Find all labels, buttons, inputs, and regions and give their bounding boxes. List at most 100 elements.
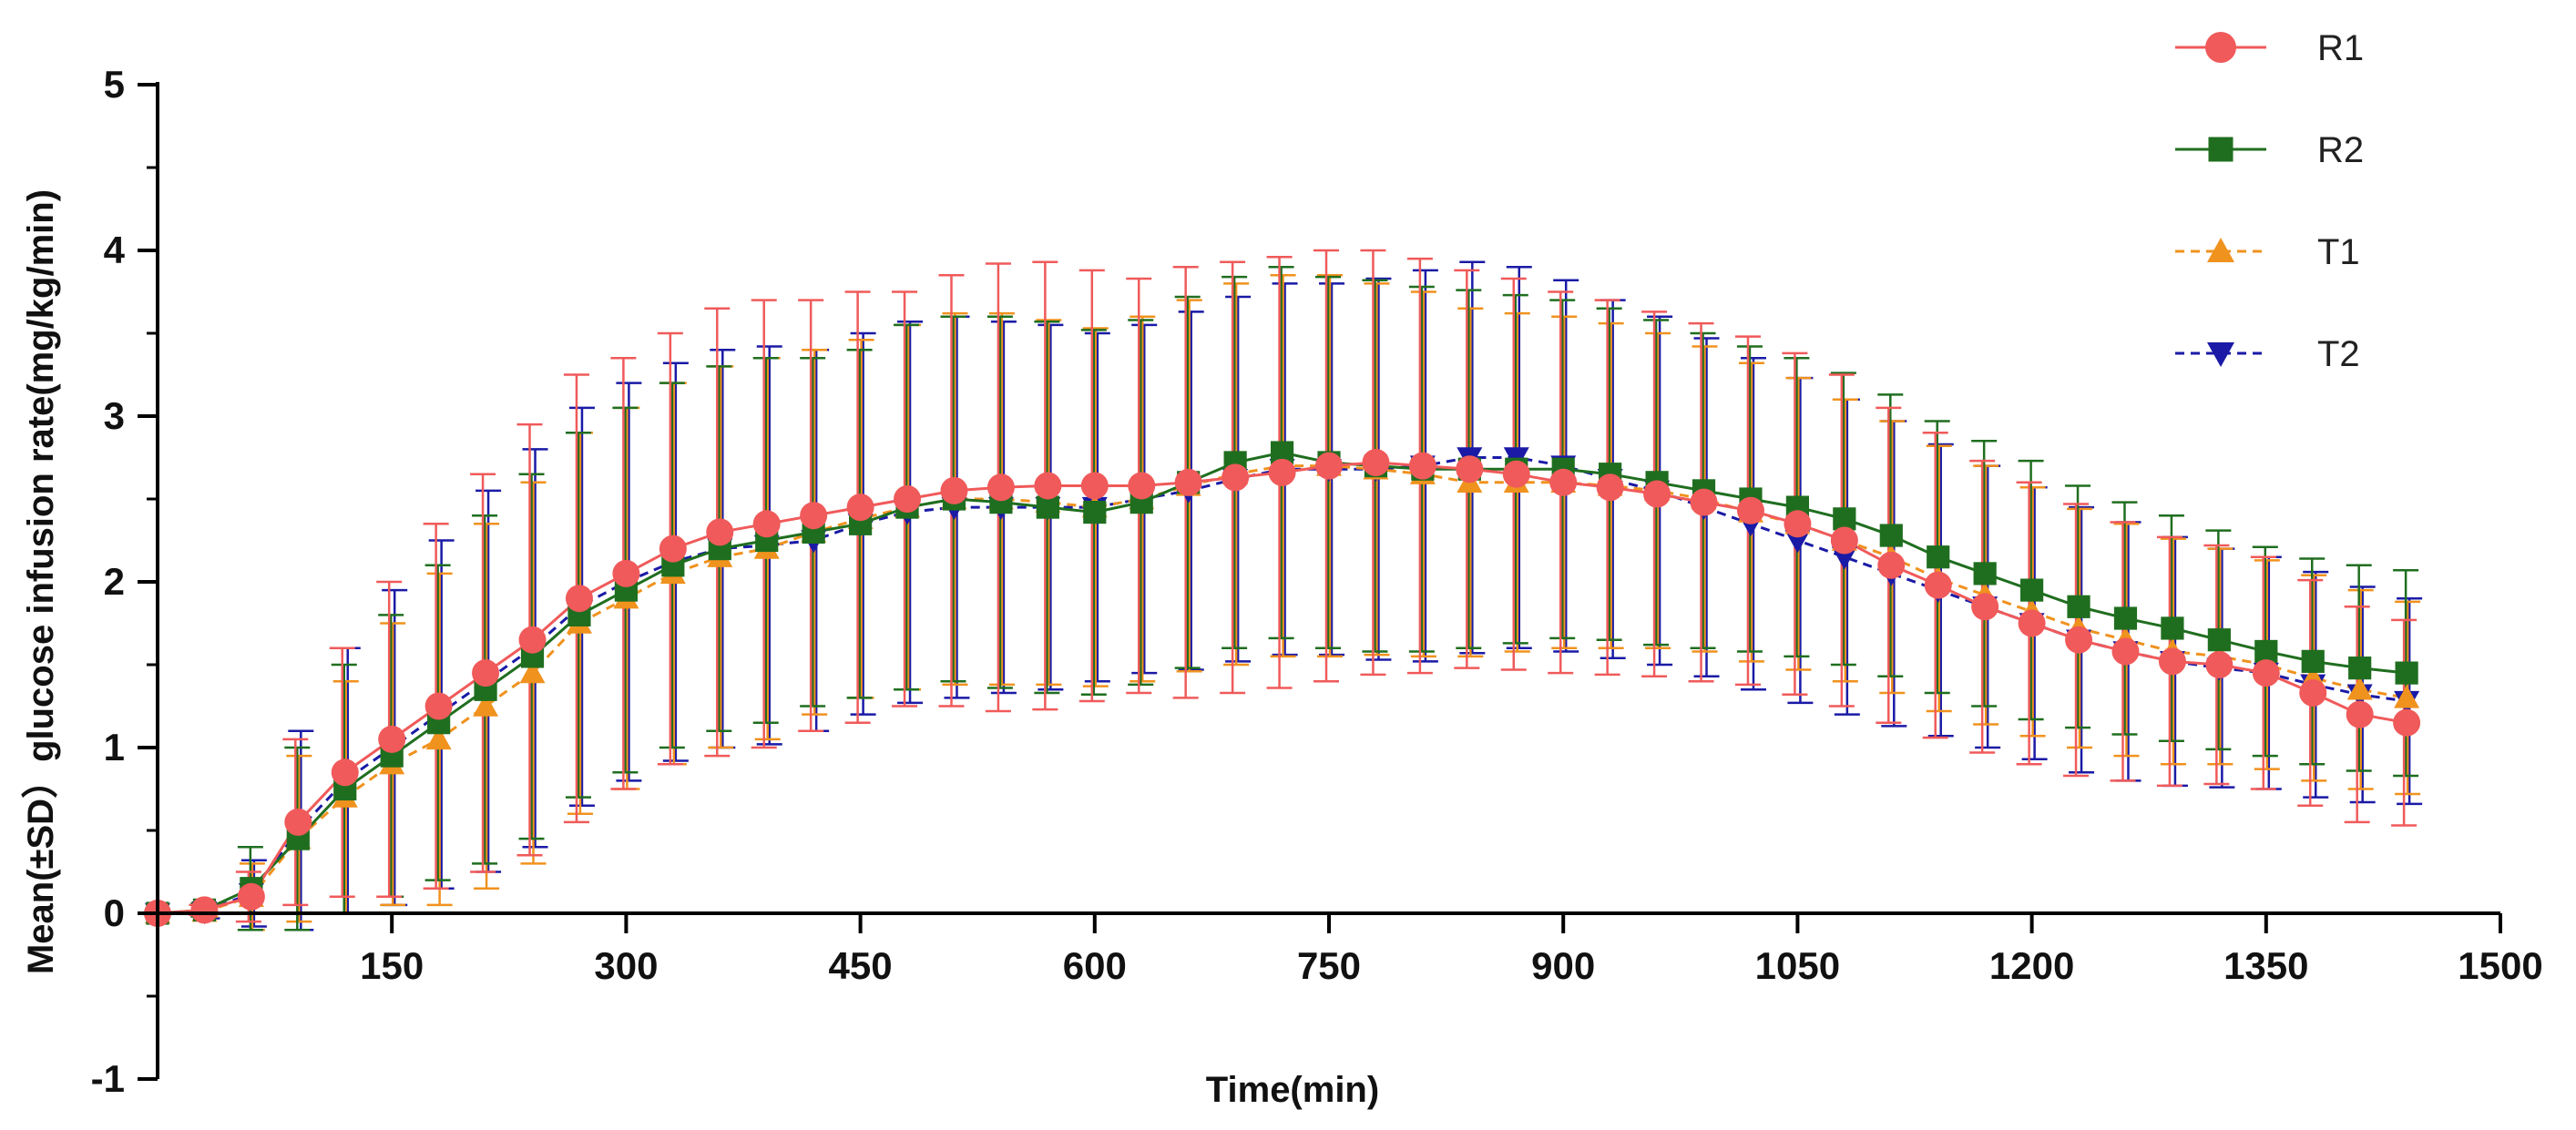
data-point-r1 [1924, 571, 1952, 599]
data-point-r1 [1315, 452, 1343, 480]
data-point-t1 [473, 693, 499, 717]
y-tick-label: 0 [104, 891, 125, 934]
legend-item-r2[interactable]: R2 [2175, 130, 2364, 170]
legend-label: R1 [2317, 28, 2364, 68]
data-point-r1 [1736, 496, 1764, 524]
data-point-r1 [565, 585, 593, 613]
y-tick-label: 3 [104, 394, 125, 437]
data-point-r1 [284, 808, 312, 836]
data-point-r1 [237, 882, 265, 911]
y-tick-label: -1 [91, 1057, 125, 1100]
data-point-r1 [1830, 526, 1858, 555]
data-point-r2 [2161, 616, 2184, 640]
legend-marker [2207, 342, 2234, 367]
data-point-r2 [2067, 595, 2090, 618]
data-point-r1 [706, 518, 734, 546]
data-point-r1 [2346, 700, 2374, 728]
data-point-r1 [1549, 468, 1578, 496]
data-point-r1 [2158, 647, 2186, 676]
x-tick-label: 900 [1531, 944, 1595, 987]
data-point-r2 [2348, 657, 2372, 680]
legend-label: T1 [2317, 232, 2360, 272]
data-point-r1 [2065, 626, 2093, 654]
x-tick-label: 450 [829, 944, 893, 987]
data-point-r1 [940, 476, 968, 504]
data-point-r2 [2113, 606, 2138, 630]
data-point-r1 [1408, 452, 1436, 480]
error-bars [189, 249, 2423, 931]
legend-item-r1[interactable]: R1 [2175, 28, 2364, 68]
x-tick-label: 300 [594, 944, 658, 987]
data-point-r1 [1596, 473, 1624, 502]
data-point-r1 [1268, 458, 1296, 486]
y-tick-label: 4 [104, 229, 126, 271]
data-point-t1 [425, 726, 452, 750]
data-point-r1 [2111, 637, 2140, 666]
data-point-r1 [986, 473, 1015, 502]
data-point-r1 [472, 659, 500, 687]
data-point-r1 [331, 758, 359, 787]
data-point-r1 [378, 725, 406, 753]
legend-item-t2[interactable]: T2 [2175, 334, 2360, 374]
data-point-r2 [1927, 545, 1950, 569]
data-point-r1 [1502, 460, 1530, 488]
x-tick-label: 1500 [2458, 944, 2542, 987]
axes: -1 0 1 2 3 4 5 150 300 450 600 750 900 1050 1200 1350 15… [91, 63, 2543, 1100]
data-point-r1 [2393, 708, 2421, 737]
data-point-r1 [1690, 488, 1718, 516]
data-point-r1 [1128, 472, 1156, 500]
data-point-r1 [2018, 609, 2046, 637]
y-axis-title: Mean(±SD）glucose infusion rate(mg/kg/min… [21, 189, 61, 974]
data-point-r1 [800, 502, 828, 530]
legend-item-t1[interactable]: T1 [2175, 232, 2360, 272]
data-point-t2 [1831, 546, 1857, 570]
data-point-r1 [424, 692, 453, 720]
data-point-r1 [894, 485, 922, 513]
data-point-r1 [846, 494, 874, 522]
data-point-r1 [1222, 463, 1250, 492]
data-point-r1 [659, 534, 687, 563]
data-point-r2 [2254, 639, 2278, 664]
x-tick-label: 150 [360, 944, 424, 987]
x-tick-label: 600 [1063, 944, 1127, 987]
x-tick-label: 1200 [1989, 944, 2074, 987]
data-point-r2 [2395, 661, 2418, 685]
data-point-r2 [2020, 578, 2044, 602]
data-point-r2 [1083, 500, 1107, 524]
data-point-r1 [1643, 480, 1671, 508]
x-axis-title: Time(min) [1206, 1070, 1379, 1110]
data-point-r1 [1080, 472, 1109, 500]
data-point-r2 [2207, 628, 2231, 652]
data-point-r1 [752, 510, 781, 538]
data-point-t1 [2346, 677, 2373, 700]
legend[interactable]: R1 R2 T1 T2 [2175, 28, 2364, 374]
data-point-r2 [1036, 495, 1059, 519]
legend-marker [2208, 137, 2234, 162]
legend-marker [2205, 32, 2236, 63]
data-point-r1 [518, 626, 547, 654]
data-point-r1 [1784, 510, 1812, 538]
data-point-r1 [2252, 659, 2280, 687]
data-point-r2 [1879, 524, 1903, 547]
data-point-r2 [2301, 649, 2325, 673]
data-point-t2 [1784, 530, 1811, 554]
data-point-r1 [1034, 472, 1062, 500]
legend-marker [2207, 238, 2234, 262]
y-tick-label: 2 [104, 560, 125, 603]
y-tick-label: 1 [104, 726, 125, 769]
y-tick-label: 5 [104, 63, 125, 106]
data-point-r1 [2299, 678, 2327, 707]
data-point-t1 [2394, 685, 2420, 708]
x-tick-label: 750 [1297, 944, 1361, 987]
data-point-r2 [1973, 562, 1997, 585]
data-markers [144, 441, 2421, 927]
x-tick-label: 1350 [2223, 944, 2308, 987]
data-point-r1 [1362, 448, 1390, 476]
legend-label: T2 [2317, 334, 2360, 374]
data-point-r2 [1833, 507, 1856, 531]
data-point-r1 [1456, 455, 1484, 484]
data-point-t1 [519, 660, 546, 684]
x-tick-label: 1050 [1755, 944, 1840, 987]
data-point-r1 [190, 896, 219, 924]
